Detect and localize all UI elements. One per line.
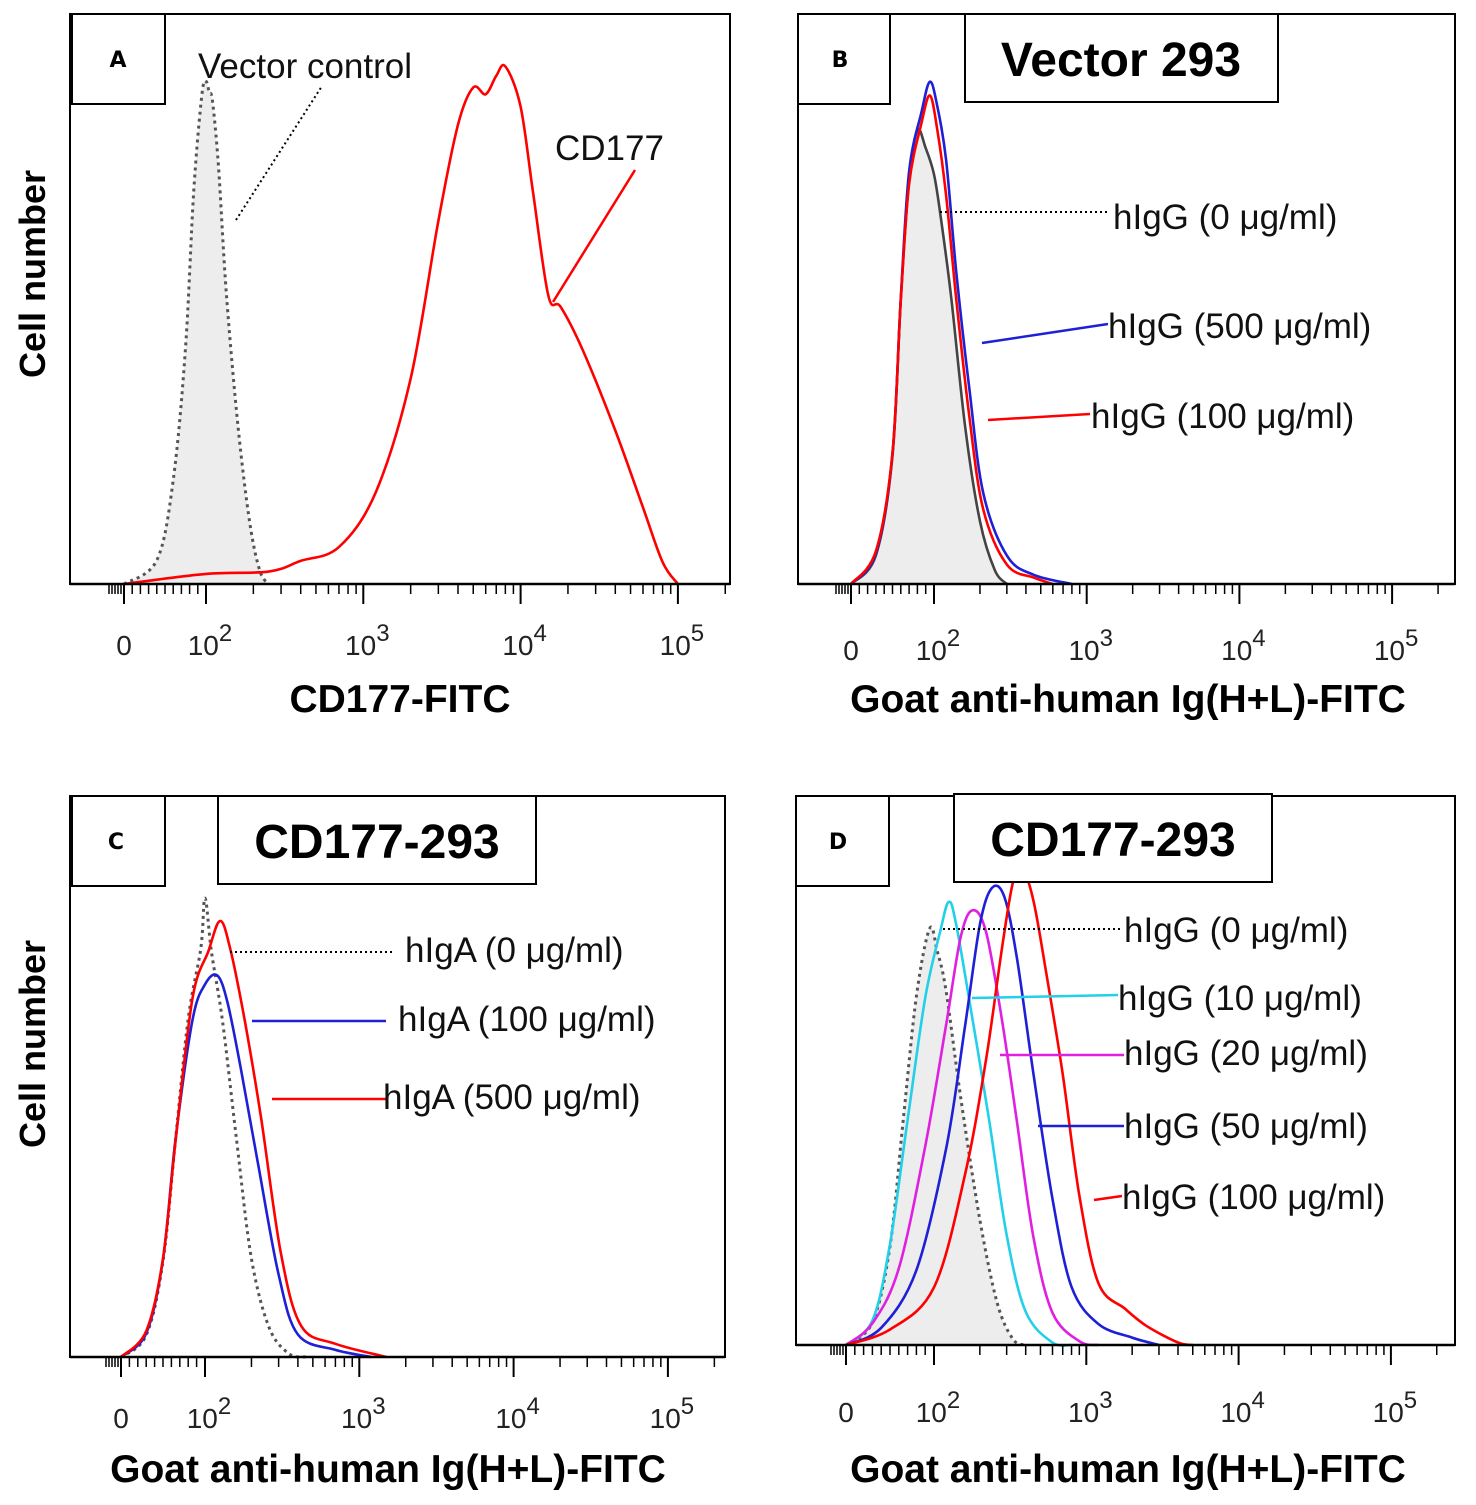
- annotation-vector-control: Vector control: [198, 47, 412, 86]
- panel-a-series-1: [123, 63, 679, 586]
- panel-b-tick-label: 0: [843, 635, 859, 666]
- panel-c-tick-label: 104: [495, 1393, 540, 1434]
- annotation-b-higg-100: hIgG (100 μg/ml): [1091, 397, 1354, 436]
- panel-a-tick-label: 102: [188, 620, 233, 661]
- panel-a-tick-label: 104: [502, 620, 547, 661]
- panel-c-letter: C: [108, 830, 124, 855]
- panel-c-tick-label: 0: [113, 1403, 129, 1434]
- annotation-c-higa-500: hIgA (500 μg/ml): [383, 1078, 641, 1117]
- panel-d: D CD177-293 hIgG (0 μg/ml) hIgG (10 μg/m…: [795, 793, 1456, 1491]
- panel-a-y-label: Cell number: [12, 170, 53, 378]
- panel-c-tick-label: 105: [650, 1393, 695, 1434]
- panel-b: B Vector 293 hIgG (0 μg/ml) hIgG (500 μg…: [797, 13, 1456, 721]
- annotation-c-higa-0: hIgA (0 μg/ml): [405, 931, 624, 970]
- panel-a-letter-box: [71, 13, 166, 105]
- annotation-d-higg-0: hIgG (0 μg/ml): [1124, 911, 1348, 950]
- panel-d-leader-10: [971, 993, 1119, 1000]
- panel-c-curves: [120, 896, 387, 1359]
- panel-b-letter-box: [797, 13, 891, 105]
- panel-d-series-3: [845, 884, 1160, 1347]
- panel-b-series-fill-0: [851, 129, 1007, 584]
- panel-d-letter: D: [829, 830, 847, 855]
- panel-b-letter: B: [832, 48, 849, 73]
- panel-d-series-1: [845, 900, 1072, 1347]
- panel-a-series-fill-0: [124, 80, 269, 584]
- panel-c: C CD177-293 hIgA (0 μg/ml) hIgA (100 μg/…: [12, 795, 726, 1491]
- annotation-cd177: CD177: [555, 129, 664, 168]
- panel-c-x-axis: 0 102 103 104 105: [70, 1355, 725, 1434]
- annotation-b-higg-0: hIgG (0 μg/ml): [1113, 198, 1337, 237]
- panel-d-tick-label: 0: [838, 1397, 854, 1428]
- panel-b-tick-label: 104: [1221, 625, 1266, 666]
- panel-b-x-label: Goat anti-human Ig(H+L)-FITC: [850, 678, 1406, 721]
- panel-c-y-label: Cell number: [12, 940, 53, 1148]
- panel-d-title-box: [953, 793, 1273, 883]
- panel-c-letter-box: [71, 795, 166, 887]
- panel-a-frame: [69, 13, 731, 585]
- panel-c-title: CD177-293: [254, 816, 499, 869]
- panel-b-series-2: [849, 94, 1054, 586]
- panel-c-tick-label: 102: [187, 1393, 232, 1434]
- panel-a-tick-label: 105: [660, 620, 705, 661]
- panel-a-tick-label: 0: [116, 630, 132, 661]
- panel-b-curves: [849, 80, 1073, 586]
- panel-d-series-4: [845, 866, 1194, 1347]
- panel-d-tick-label: 104: [1220, 1387, 1265, 1428]
- panel-d-tick-label: 103: [1068, 1387, 1113, 1428]
- panel-b-x-axis: 0 102 103 104 105: [798, 582, 1455, 666]
- panel-b-tick-label: 102: [916, 625, 961, 666]
- panel-d-series-2: [845, 908, 1099, 1347]
- panel-b-title-box: [964, 13, 1279, 103]
- panel-c-x-label: Goat anti-human Ig(H+L)-FITC: [110, 1448, 666, 1491]
- annotation-d-higg-20: hIgG (20 μg/ml): [1124, 1034, 1368, 1073]
- panel-d-title: CD177-293: [990, 814, 1235, 867]
- annotation-d-higg-100: hIgG (100 μg/ml): [1122, 1178, 1385, 1217]
- panel-a-curves: [123, 63, 679, 586]
- annotation-b-higg-500: hIgG (500 μg/ml): [1108, 307, 1371, 346]
- panel-b-leader-100: [987, 412, 1091, 422]
- annotation-c-higa-100: hIgA (100 μg/ml): [398, 1000, 656, 1039]
- panel-b-leader-500: [981, 322, 1109, 345]
- panel-a-tick-label: 103: [345, 620, 390, 661]
- panel-d-x-label: Goat anti-human Ig(H+L)-FITC: [850, 1448, 1406, 1491]
- panel-a-x-label: CD177-FITC: [289, 678, 510, 721]
- panel-d-x-axis: 0 102 103 104 105: [796, 1343, 1455, 1428]
- panel-a-leader-vector: [235, 85, 323, 221]
- panel-a-leader-cd177: [551, 169, 637, 303]
- annotation-d-higg-50: hIgG (50 μg/ml): [1124, 1107, 1368, 1146]
- panel-d-tick-label: 105: [1373, 1387, 1418, 1428]
- panel-c-title-box: [217, 795, 537, 885]
- panel-c-series-2: [120, 919, 387, 1359]
- panel-c-tick-label: 103: [341, 1393, 386, 1434]
- panel-a-letter: A: [109, 48, 126, 73]
- panel-b-tick-label: 105: [1374, 625, 1419, 666]
- panel-d-curves: [845, 866, 1194, 1347]
- panel-b-title: Vector 293: [1001, 34, 1241, 87]
- panel-d-tick-label: 102: [916, 1387, 961, 1428]
- panel-a: A Vector control CD177 0 102 103 104 105 CD1…: [12, 13, 731, 721]
- annotation-d-higg-10: hIgG (10 μg/ml): [1118, 979, 1362, 1018]
- panel-a-x-axis: 0 102 103 104 105: [70, 582, 730, 661]
- panel-d-leader-100: [1093, 1194, 1123, 1202]
- panel-b-tick-label: 103: [1068, 625, 1113, 666]
- panel-c-frame: [69, 795, 726, 1358]
- panel-d-letter-box: [795, 795, 890, 887]
- panel-c-series-0: [120, 896, 307, 1359]
